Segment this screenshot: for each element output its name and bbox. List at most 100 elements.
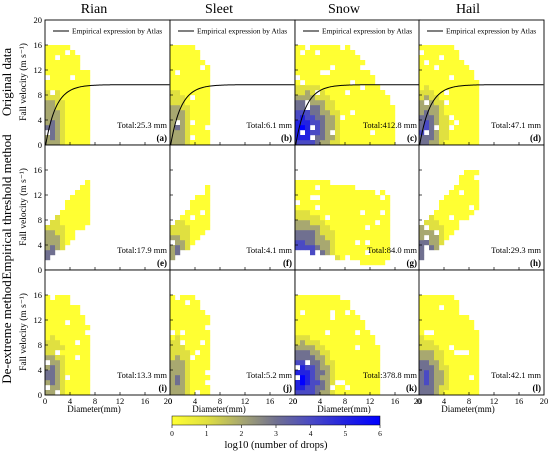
heatmap-cell <box>469 190 475 196</box>
heatmap-cell <box>300 385 306 391</box>
heatmap-cell <box>439 45 445 51</box>
heatmap-cell <box>474 355 480 361</box>
heatmap-cell <box>464 75 470 81</box>
heatmap-cell <box>175 230 181 236</box>
heatmap-cell <box>375 105 381 111</box>
heatmap-cell <box>45 95 51 101</box>
heatmap-cell <box>350 75 356 81</box>
heatmap-cell <box>205 95 211 101</box>
heatmap-cell <box>45 380 51 386</box>
heatmap-cell <box>190 205 196 211</box>
heatmap-cell <box>380 200 386 206</box>
heatmap-cell <box>320 305 326 311</box>
heatmap-cell <box>190 385 196 391</box>
heatmap-cell <box>55 300 61 306</box>
heatmap-cell <box>295 50 301 56</box>
heatmap-cell <box>190 390 196 396</box>
heatmap-cell <box>345 195 351 201</box>
heatmap-cell <box>315 300 321 306</box>
heatmap-cell <box>345 390 351 396</box>
heatmap-cell <box>350 105 356 111</box>
heatmap-cell <box>469 200 475 206</box>
heatmap-cell <box>65 60 71 66</box>
heatmap-cell <box>65 70 71 76</box>
heatmap-cell <box>315 380 321 386</box>
heatmap-cell <box>300 325 306 331</box>
panel-letter: (i) <box>159 383 168 393</box>
heatmap-cell <box>380 220 386 226</box>
heatmap-cell <box>315 190 321 196</box>
heatmap-cell <box>60 135 66 141</box>
heatmap-cell <box>345 305 351 311</box>
heatmap-cell <box>330 75 336 81</box>
heatmap-cell <box>45 305 51 311</box>
heatmap-cell <box>474 200 480 206</box>
heatmap-cell <box>474 95 480 101</box>
heatmap-cell <box>55 60 61 66</box>
heatmap-cell <box>350 55 356 61</box>
heatmap-cell <box>345 345 351 351</box>
heatmap-cell <box>335 375 341 381</box>
heatmap-cell <box>385 110 391 116</box>
heatmap-cell <box>330 230 336 236</box>
heatmap-cell <box>345 320 351 326</box>
colorbar-tick-label: 2 <box>239 429 243 438</box>
heatmap-cell <box>419 125 425 131</box>
heatmap-cell <box>200 110 206 116</box>
heatmap-cell <box>180 355 186 361</box>
x-tick-label: 8 <box>467 396 471 406</box>
heatmap-cell <box>180 220 186 226</box>
heatmap-cell <box>295 125 301 131</box>
heatmap-cell <box>424 65 430 71</box>
heatmap-cell <box>439 60 445 66</box>
heatmap-cell <box>190 375 196 381</box>
heatmap-cell <box>464 315 470 321</box>
heatmap-cell <box>315 105 321 111</box>
heatmap-cell <box>85 80 91 86</box>
heatmap-cell <box>310 70 316 76</box>
heatmap-cell <box>295 80 301 86</box>
heatmap-cell <box>305 195 311 201</box>
heatmap-cell <box>50 350 56 356</box>
heatmap-cell <box>175 370 181 376</box>
heatmap-cell <box>70 315 76 321</box>
heatmap-cell <box>70 110 76 116</box>
heatmap-cell <box>175 240 181 246</box>
heatmap-cell <box>370 240 376 246</box>
heatmap-cell <box>305 320 311 326</box>
heatmap-cell <box>429 240 435 246</box>
heatmap-cell <box>85 100 91 106</box>
heatmap-cell <box>449 370 455 376</box>
heatmap-cell <box>345 85 351 91</box>
heatmap-cell <box>295 85 301 91</box>
heatmap-cell <box>360 370 366 376</box>
heatmap-cell <box>185 110 191 116</box>
heatmap-cell <box>459 195 465 201</box>
heatmap-cell <box>190 210 196 216</box>
heatmap-cell <box>190 325 196 331</box>
heatmap-cell <box>185 335 191 341</box>
heatmap-cell <box>444 355 450 361</box>
heatmap-cell <box>175 135 181 141</box>
heatmap-cell <box>419 330 425 336</box>
heatmap-cell <box>429 315 435 321</box>
heatmap-cell <box>464 205 470 211</box>
panel-letter: (b) <box>281 133 292 143</box>
heatmap-cell <box>439 95 445 101</box>
heatmap-cell <box>325 365 331 371</box>
heatmap-cell <box>464 345 470 351</box>
heatmap-cell <box>170 80 176 86</box>
heatmap-cell <box>340 70 346 76</box>
heatmap-cell <box>345 125 351 131</box>
heatmap-cell <box>180 85 186 91</box>
heatmap-cell <box>185 365 191 371</box>
heatmap-cell <box>330 195 336 201</box>
heatmap-cell <box>180 50 186 56</box>
heatmap-cell <box>45 85 51 91</box>
heatmap-cell <box>55 140 61 146</box>
heatmap-cell <box>310 370 316 376</box>
heatmap-cell <box>375 370 381 376</box>
heatmap-cell <box>75 75 81 81</box>
heatmap-cell <box>325 190 331 196</box>
heatmap-cell <box>340 355 346 361</box>
